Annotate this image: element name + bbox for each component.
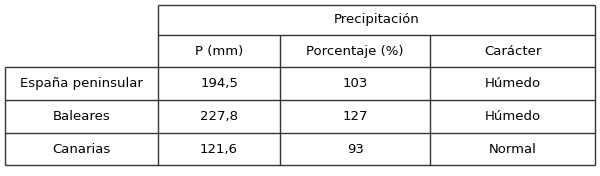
Text: P (mm): P (mm) [195, 45, 243, 58]
Text: Precipitación: Precipitación [334, 14, 419, 26]
Text: 93: 93 [347, 143, 364, 156]
Text: Normal: Normal [489, 143, 536, 156]
Text: Carácter: Carácter [484, 45, 541, 58]
Text: 121,6: 121,6 [200, 143, 238, 156]
Text: 194,5: 194,5 [200, 77, 238, 90]
Text: España peninsular: España peninsular [20, 77, 143, 90]
Text: 103: 103 [343, 77, 368, 90]
Text: 227,8: 227,8 [200, 110, 238, 123]
Text: 127: 127 [343, 110, 368, 123]
Text: Húmedo: Húmedo [485, 110, 541, 123]
Text: Porcentaje (%): Porcentaje (%) [307, 45, 404, 58]
Text: Húmedo: Húmedo [485, 77, 541, 90]
Text: Baleares: Baleares [52, 110, 110, 123]
Text: Canarias: Canarias [52, 143, 110, 156]
